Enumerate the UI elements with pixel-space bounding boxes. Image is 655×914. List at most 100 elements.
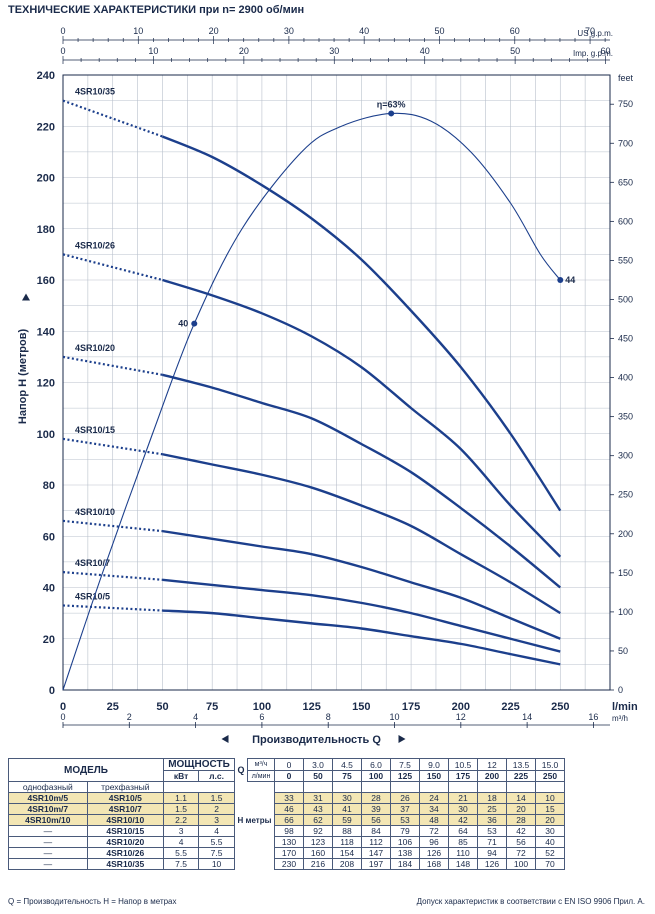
series-label: 4SR10/10 bbox=[75, 507, 115, 517]
head-value: 71 bbox=[477, 836, 507, 848]
x-tick-label: 200 bbox=[452, 701, 470, 713]
blank-cell bbox=[390, 781, 420, 793]
impgpm-tick-label: 0 bbox=[60, 46, 65, 56]
power-kw: 1.1 bbox=[162, 792, 200, 804]
x-tick-label: 25 bbox=[107, 701, 119, 713]
q-m3h-value: 6.0 bbox=[361, 758, 391, 771]
head-value: 28 bbox=[361, 792, 391, 804]
feet-tick-label: 200 bbox=[618, 529, 633, 539]
efficiency-point bbox=[191, 320, 198, 327]
pump-curve bbox=[162, 529, 561, 640]
impgpm-tick-label: 60 bbox=[601, 46, 611, 56]
blank-cell bbox=[332, 781, 362, 793]
head-value: 34 bbox=[419, 803, 449, 815]
head-value: 94 bbox=[477, 847, 507, 859]
head-value: 184 bbox=[390, 858, 420, 870]
head-value: 84 bbox=[361, 825, 391, 837]
q-lmin-value: 250 bbox=[535, 770, 565, 782]
blank-cell bbox=[274, 781, 304, 793]
head-value: 30 bbox=[448, 803, 478, 815]
head-value: 24 bbox=[419, 792, 449, 804]
feet-tick-label: 50 bbox=[618, 646, 628, 656]
x-tick-label: 0 bbox=[60, 701, 66, 713]
feet-tick-label: 100 bbox=[618, 607, 633, 617]
q-m3h-value: 0 bbox=[274, 758, 304, 771]
head-value: 126 bbox=[419, 847, 449, 859]
feet-tick-label: 500 bbox=[618, 294, 633, 304]
table-header-row: кВт л.с. л/мин 0 50 75 100 125 150 175 200 225 250 bbox=[9, 770, 565, 782]
x-axis-title: Производительность Q bbox=[252, 734, 381, 746]
series-label: 4SR10/20 bbox=[75, 343, 115, 353]
head-value: 100 bbox=[506, 858, 536, 870]
feet-tick-label: 750 bbox=[618, 99, 633, 109]
table-row: —4SR10/26 5.5 7.5 170 160 154 147 138 126 110 94 72… bbox=[8, 847, 565, 859]
head-value: 20 bbox=[506, 803, 536, 815]
q-lmin-value: 125 bbox=[390, 770, 420, 782]
impgpm-tick-label: 20 bbox=[239, 46, 249, 56]
head-value: 53 bbox=[477, 825, 507, 837]
head-value: 48 bbox=[419, 814, 449, 826]
x-tick-label: 175 bbox=[402, 701, 420, 713]
impgpm-unit-label: Imp. g.p.m. bbox=[573, 49, 613, 58]
three-phase-model: 4SR10/7 bbox=[86, 803, 165, 815]
hp-header: л.с. bbox=[198, 770, 235, 782]
efficiency-point bbox=[557, 277, 564, 283]
feet-tick-label: 600 bbox=[618, 216, 633, 226]
head-value: 110 bbox=[448, 847, 478, 859]
head-value: 39 bbox=[361, 803, 391, 815]
m3h-tick-label: 0 bbox=[60, 712, 65, 722]
y-axis-arrow-icon bbox=[22, 293, 30, 301]
impgpm-tick-label: 10 bbox=[148, 46, 158, 56]
m3h-tick-label: 16 bbox=[588, 712, 598, 722]
x-tick-label: 100 bbox=[253, 701, 271, 713]
three-phase-model: 4SR10/35 bbox=[86, 858, 165, 870]
series-label: 4SR10/15 bbox=[75, 425, 115, 435]
power-hp: 3 bbox=[198, 814, 235, 826]
head-value: 18 bbox=[477, 792, 507, 804]
q-lmin-value: 175 bbox=[448, 770, 478, 782]
q-lmin-value: 225 bbox=[506, 770, 536, 782]
head-value: 197 bbox=[361, 858, 391, 870]
power-hp: 10 bbox=[198, 858, 235, 870]
head-value: 79 bbox=[390, 825, 420, 837]
table-subheader-row: однофазный трехфазный bbox=[8, 781, 565, 793]
pump-performance-chart: 0204060801001201401601802002202400501001… bbox=[17, 26, 638, 746]
head-value: 46 bbox=[274, 803, 304, 815]
m3h-tick-label: 10 bbox=[390, 712, 400, 722]
y-tick-label: 60 bbox=[43, 531, 55, 543]
x-tick-label: 150 bbox=[352, 701, 370, 713]
footer-note: Допуск характеристик в соответствии с EN… bbox=[416, 897, 645, 906]
pump-curve bbox=[162, 453, 561, 615]
q-m3h-value: 13.5 bbox=[506, 758, 536, 771]
head-value: 72 bbox=[506, 847, 536, 859]
head-value: 40 bbox=[535, 836, 565, 848]
q-m3h-value: 7.5 bbox=[390, 758, 420, 771]
y-tick-label: 0 bbox=[49, 685, 55, 697]
footer-legend: Q = Производительность H = Напор в метра… bbox=[8, 897, 177, 906]
head-value: 168 bbox=[419, 858, 449, 870]
head-value: 138 bbox=[390, 847, 420, 859]
head-value: 92 bbox=[303, 825, 333, 837]
feet-tick-label: 250 bbox=[618, 490, 633, 500]
head-value: 28 bbox=[506, 814, 536, 826]
x-tick-label: 225 bbox=[501, 701, 519, 713]
x-tick-label: 75 bbox=[206, 701, 218, 713]
head-value: 43 bbox=[303, 803, 333, 815]
series-label: 4SR10/35 bbox=[75, 87, 115, 97]
y-axis-title: Напор H (метров) bbox=[17, 329, 29, 425]
head-value: 85 bbox=[448, 836, 478, 848]
head-value: 72 bbox=[419, 825, 449, 837]
head-value: 36 bbox=[477, 814, 507, 826]
feet-unit-label: feet bbox=[618, 73, 634, 83]
chart-title: ТЕХНИЧЕСКИЕ ХАРАКТЕРИСТИКИ при n= 2900 о… bbox=[8, 4, 305, 16]
q-m3h-value: 12 bbox=[477, 758, 507, 771]
usgpm-tick-label: 40 bbox=[359, 26, 369, 36]
head-value: 62 bbox=[303, 814, 333, 826]
blank-cell bbox=[477, 781, 507, 793]
kw-header: кВт bbox=[162, 770, 200, 782]
head-value: 130 bbox=[274, 836, 304, 848]
head-value: 30 bbox=[535, 825, 565, 837]
head-value: 64 bbox=[448, 825, 478, 837]
head-value: 96 bbox=[419, 836, 449, 848]
